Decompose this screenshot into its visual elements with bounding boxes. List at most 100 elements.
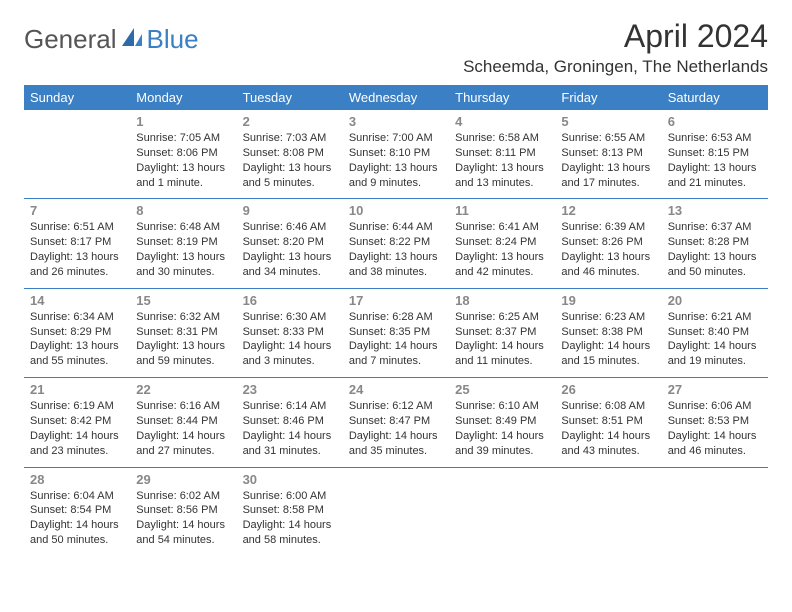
day-info-line: Daylight: 13 hours [349,250,443,265]
day-number: 12 [561,203,655,218]
calendar-day-cell: 14Sunrise: 6:34 AMSunset: 8:29 PMDayligh… [24,288,130,377]
day-info-line: and 11 minutes. [455,354,549,369]
day-info-line: Sunrise: 6:08 AM [561,399,655,414]
calendar-day-cell [662,467,768,556]
day-info-line: and 43 minutes. [561,444,655,459]
day-info-line: Sunrise: 6:51 AM [30,220,124,235]
day-info-line: Sunrise: 6:21 AM [668,310,762,325]
day-info-line: Sunrise: 6:30 AM [243,310,337,325]
day-info-line: Sunrise: 6:46 AM [243,220,337,235]
day-info-line: Sunset: 8:38 PM [561,325,655,340]
calendar-day-cell: 27Sunrise: 6:06 AMSunset: 8:53 PMDayligh… [662,378,768,467]
title-block: April 2024 Scheemda, Groningen, The Neth… [463,18,768,77]
day-number: 18 [455,293,549,308]
calendar-day-cell: 26Sunrise: 6:08 AMSunset: 8:51 PMDayligh… [555,378,661,467]
day-number: 1 [136,114,230,129]
day-number: 24 [349,382,443,397]
calendar-day-cell: 16Sunrise: 6:30 AMSunset: 8:33 PMDayligh… [237,288,343,377]
day-info-line: Daylight: 13 hours [349,161,443,176]
day-info-line: and 38 minutes. [349,265,443,280]
day-info-line: Daylight: 14 hours [455,339,549,354]
calendar-day-cell: 1 Sunrise: 7:05 AMSunset: 8:06 PMDaylight… [130,110,236,199]
day-info: Sunrise: 6:41 AMSunset: 8:24 PMDaylight:… [455,220,549,279]
day-info-line: Daylight: 14 hours [136,518,230,533]
day-info-line: Sunset: 8:35 PM [349,325,443,340]
day-info-line: Sunset: 8:54 PM [30,503,124,518]
day-info-line: Sunset: 8:22 PM [349,235,443,250]
day-info-line: and 27 minutes. [136,444,230,459]
day-number: 8 [136,203,230,218]
day-info: Sunrise: 6:08 AMSunset: 8:51 PMDaylight:… [561,399,655,458]
calendar-day-cell: 25Sunrise: 6:10 AMSunset: 8:49 PMDayligh… [449,378,555,467]
day-info-line: Sunset: 8:37 PM [455,325,549,340]
calendar-day-cell [343,467,449,556]
day-info-line: Sunset: 8:13 PM [561,146,655,161]
day-info: Sunrise: 6:02 AMSunset: 8:56 PMDaylight:… [136,489,230,548]
calendar-day-cell: 17Sunrise: 6:28 AMSunset: 8:35 PMDayligh… [343,288,449,377]
day-number: 17 [349,293,443,308]
day-info-line: Sunrise: 6:02 AM [136,489,230,504]
day-info-line: and 55 minutes. [30,354,124,369]
day-info-line: Daylight: 14 hours [455,429,549,444]
day-info-line: and 39 minutes. [455,444,549,459]
day-info: Sunrise: 7:05 AMSunset: 8:06 PMDaylight:… [136,131,230,190]
day-number: 30 [243,472,337,487]
day-info-line: and 15 minutes. [561,354,655,369]
day-info-line: Sunset: 8:20 PM [243,235,337,250]
day-info-line: Daylight: 14 hours [243,518,337,533]
calendar-day-cell: 10Sunrise: 6:44 AMSunset: 8:22 PMDayligh… [343,199,449,288]
day-number: 23 [243,382,337,397]
day-info-line: Daylight: 13 hours [30,250,124,265]
day-info-line: Sunrise: 6:19 AM [30,399,124,414]
calendar-day-cell: 24Sunrise: 6:12 AMSunset: 8:47 PMDayligh… [343,378,449,467]
day-info: Sunrise: 6:51 AMSunset: 8:17 PMDaylight:… [30,220,124,279]
day-info-line: Sunrise: 6:39 AM [561,220,655,235]
day-info-line: Sunset: 8:10 PM [349,146,443,161]
header: General Blue April 2024 Scheemda, Gronin… [24,18,768,77]
day-info-line: and 5 minutes. [243,176,337,191]
day-info-line: and 58 minutes. [243,533,337,548]
day-info: Sunrise: 6:53 AMSunset: 8:15 PMDaylight:… [668,131,762,190]
calendar-day-cell: 8 Sunrise: 6:48 AMSunset: 8:19 PMDaylight… [130,199,236,288]
day-info-line: Sunrise: 6:37 AM [668,220,762,235]
calendar-week-row: 28Sunrise: 6:04 AMSunset: 8:54 PMDayligh… [24,467,768,556]
day-info-line: Sunset: 8:24 PM [455,235,549,250]
day-number: 16 [243,293,337,308]
day-info-line: Daylight: 14 hours [349,429,443,444]
day-info: Sunrise: 6:46 AMSunset: 8:20 PMDaylight:… [243,220,337,279]
day-info-line: Sunset: 8:40 PM [668,325,762,340]
day-info-line: and 35 minutes. [349,444,443,459]
day-info-line: Sunrise: 6:10 AM [455,399,549,414]
day-info-line: Daylight: 13 hours [455,250,549,265]
day-info: Sunrise: 6:14 AMSunset: 8:46 PMDaylight:… [243,399,337,458]
day-info-line: Sunset: 8:11 PM [455,146,549,161]
weekday-header: Saturday [662,85,768,110]
weekday-header: Monday [130,85,236,110]
day-info-line: Sunrise: 6:48 AM [136,220,230,235]
day-info-line: Daylight: 13 hours [136,161,230,176]
calendar-day-cell: 6Sunrise: 6:53 AMSunset: 8:15 PMDaylight… [662,110,768,199]
location-label: Scheemda, Groningen, The Netherlands [463,57,768,77]
day-number: 19 [561,293,655,308]
calendar-week-row: 7Sunrise: 6:51 AMSunset: 8:17 PMDaylight… [24,199,768,288]
day-info-line: and 1 minute. [136,176,230,191]
calendar-week-row: 1 Sunrise: 7:05 AMSunset: 8:06 PMDaylight… [24,110,768,199]
day-info-line: Sunrise: 7:00 AM [349,131,443,146]
day-info-line: Sunset: 8:08 PM [243,146,337,161]
day-info-line: Sunrise: 6:00 AM [243,489,337,504]
day-number: 15 [136,293,230,308]
weekday-header: Friday [555,85,661,110]
day-info-line: Sunrise: 6:28 AM [349,310,443,325]
calendar-day-cell [449,467,555,556]
day-info: Sunrise: 6:39 AMSunset: 8:26 PMDaylight:… [561,220,655,279]
day-info-line: Sunset: 8:56 PM [136,503,230,518]
day-info-line: Sunrise: 6:06 AM [668,399,762,414]
day-info-line: and 30 minutes. [136,265,230,280]
day-info-line: Sunset: 8:19 PM [136,235,230,250]
day-number: 11 [455,203,549,218]
day-info-line: Sunset: 8:42 PM [30,414,124,429]
day-info-line: Daylight: 13 hours [668,250,762,265]
weekday-header: Wednesday [343,85,449,110]
day-info-line: Sunrise: 6:25 AM [455,310,549,325]
day-info: Sunrise: 6:48 AMSunset: 8:19 PMDaylight:… [136,220,230,279]
